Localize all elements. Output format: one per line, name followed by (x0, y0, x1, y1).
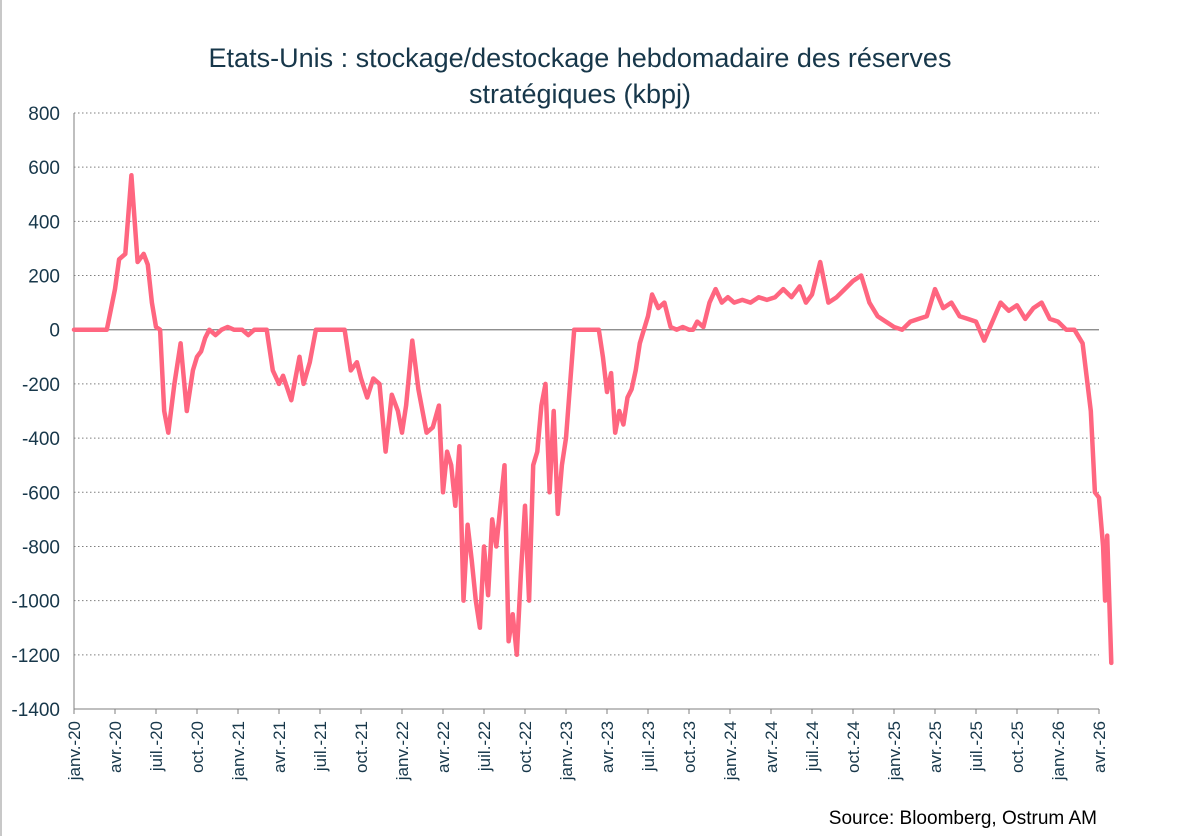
y-tick-label: -1000 (11, 592, 60, 613)
chart-title-line-1: Etats-Unis : stockage/destockage hebdoma… (208, 43, 952, 73)
x-tick-label: avr.-22 (434, 721, 453, 773)
x-tick-label: janv.-23 (557, 721, 576, 781)
y-tick-label: -600 (22, 483, 60, 504)
y-tick-label: -1200 (11, 646, 60, 667)
y-tick-label: 200 (28, 267, 60, 288)
x-tick-label: avr.-26 (1090, 721, 1109, 773)
x-tick-label: juil.-21 (311, 721, 330, 772)
x-tick-label: avr.-25 (926, 721, 945, 773)
frame-line (0, 0, 2, 836)
x-tick-label: oct.-20 (188, 721, 207, 773)
x-tick-label: avr.-23 (598, 721, 617, 773)
axes (73, 113, 1100, 714)
x-tick-label: janv.-22 (393, 721, 412, 781)
chart-title: Etats-Unis : stockage/destockage hebdoma… (80, 40, 1080, 112)
x-tick-label: oct.-21 (352, 721, 371, 773)
y-tick-label: 600 (28, 158, 60, 179)
x-tick-label: janv.-24 (721, 721, 740, 781)
x-tick-label: juil.-24 (803, 721, 822, 772)
x-tick-label: juil.-20 (147, 721, 166, 772)
x-tick-label: avr.-20 (106, 721, 125, 773)
x-tick-label: janv.-26 (1049, 721, 1068, 781)
x-tick-label: juil.-22 (475, 721, 494, 772)
y-tick-label: -400 (22, 429, 60, 450)
source-note: Source: Bloomberg, Ostrum AM (828, 808, 1097, 829)
gridlines (74, 112, 1099, 656)
y-tick-label: -200 (22, 375, 60, 396)
x-tick-label: juil.-25 (967, 721, 986, 772)
y-tick-label: -1400 (11, 700, 60, 721)
x-tick-label: juil.-23 (639, 721, 658, 772)
x-tick-label: oct.-24 (844, 721, 863, 773)
x-axis-tick-labels: janv.-20 avr.-20 juil.-20 oct.-20 janv.-21 av… (65, 721, 1109, 781)
y-tick-label: 800 (28, 104, 60, 125)
series-group (71, 173, 1114, 666)
x-tick-label: janv.-25 (885, 721, 904, 781)
y-tick-label: 400 (28, 212, 60, 233)
y-axis-tick-labels: -1400 -1200 -1000 -800 -600 -400 -200 0 200 400 60… (11, 104, 60, 721)
chart-title-line-2: stratégiques (kbpj) (468, 79, 692, 109)
y-tick-label: 0 (49, 321, 60, 342)
x-tick-label: oct.-25 (1008, 721, 1027, 773)
x-tick-label: oct.-22 (516, 721, 535, 773)
x-tick-label: janv.-20 (65, 721, 84, 781)
x-tick-label: oct.-23 (680, 721, 699, 773)
x-tick-label: avr.-21 (270, 721, 289, 773)
x-tick-label: janv.-21 (229, 721, 248, 781)
series-line (71, 173, 1114, 666)
x-tick-label: avr.-24 (762, 721, 781, 773)
y-tick-label: -800 (22, 537, 60, 558)
